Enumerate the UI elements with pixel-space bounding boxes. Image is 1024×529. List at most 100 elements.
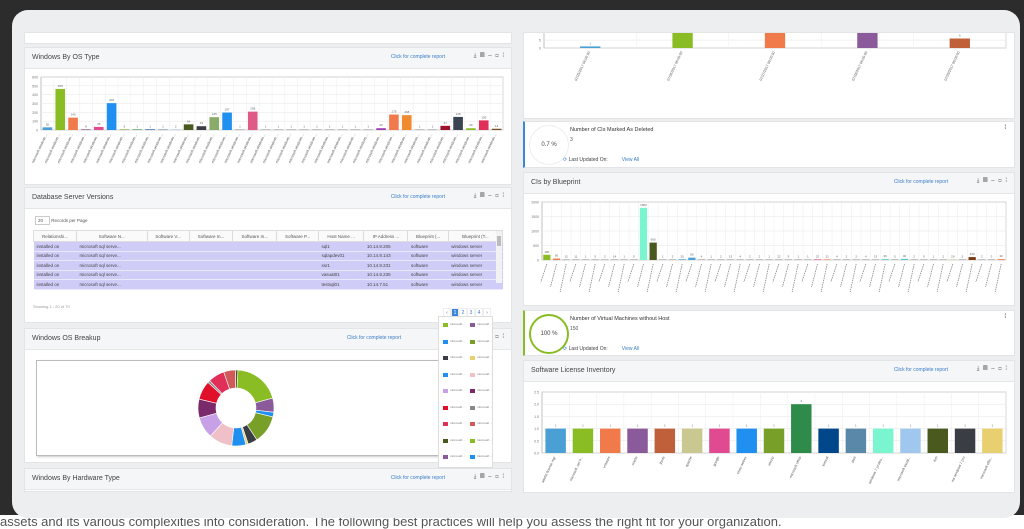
data-label: 1 — [355, 124, 357, 128]
panel-tools-icons[interactable]: ⤓ ▤ – ◻ ⁞ — [976, 178, 1008, 184]
data-label: 35 — [97, 122, 101, 126]
bar — [562, 259, 570, 260]
bar — [872, 428, 894, 453]
legend-label[interactable]: microsoft ... — [450, 454, 465, 458]
y-tick-label: 600 — [32, 76, 38, 80]
legend-label[interactable]: microsoft ... — [477, 404, 492, 409]
data-label: 13 — [729, 254, 733, 258]
x-tick-label-illegible — [936, 263, 944, 293]
column-header[interactable]: Relationshi... — [32, 230, 78, 242]
table-row[interactable]: installed on microsoft sql serve... ssr1 10… — [33, 260, 503, 271]
legend-swatch — [470, 372, 475, 377]
bar — [299, 129, 309, 130]
panel-tools-icons[interactable]: ⤓ ▤ – ◻ ⁞ — [976, 366, 1008, 372]
x-tick-label-illegible — [540, 263, 548, 283]
table-cell — [189, 260, 233, 271]
bar — [414, 129, 425, 130]
bar — [900, 428, 921, 453]
kebab-menu-icon[interactable]: ⁞ — [1004, 314, 1006, 320]
complete-report-link[interactable]: Click for complete report — [893, 179, 948, 185]
x-tick-label-illegible — [772, 263, 780, 283]
data-label: 100 — [970, 252, 975, 256]
table-row[interactable]: installed on microsoft sql serve... sql1 10… — [33, 241, 503, 252]
legend-label[interactable]: microsoft ... — [450, 338, 465, 343]
bar — [543, 254, 551, 260]
bar — [900, 258, 909, 260]
legend-swatch — [470, 339, 475, 344]
panel-tools-icons[interactable]: ⤓ ▤ – ◻ ⁞ — [473, 474, 505, 480]
bar — [881, 259, 889, 260]
view-all-link[interactable]: View All — [621, 157, 640, 163]
bar — [818, 428, 839, 453]
data-label: 1 — [303, 124, 305, 128]
bar — [987, 259, 996, 260]
legend-label[interactable]: microsoft ... — [450, 404, 465, 409]
kebab-menu-icon[interactable]: ⁞ — [1004, 125, 1006, 131]
data-label: 30 — [883, 254, 887, 258]
column-header[interactable]: Software N... — [76, 230, 148, 242]
page-size-select[interactable]: 20 — [35, 216, 51, 225]
table-cell — [276, 279, 319, 290]
complete-report-link[interactable]: Click for complete report — [390, 54, 445, 60]
legend-label[interactable]: microsoft ... — [450, 355, 465, 359]
data-label: 5 — [788, 254, 790, 258]
legend-label[interactable]: microsoft ... — [450, 371, 465, 376]
table-cell — [147, 270, 190, 280]
table-cell — [147, 260, 190, 271]
complete-report-link[interactable]: Click for complete report — [390, 194, 445, 200]
column-header[interactable]: Blueprint (... — [407, 230, 449, 242]
x-tick-label-illegible — [830, 263, 838, 283]
legend-label[interactable]: microsoft ... — [477, 371, 492, 376]
complete-report-link[interactable]: Click for complete report — [390, 475, 445, 481]
legend-label[interactable]: microsoft ... — [450, 322, 465, 326]
bar — [709, 428, 730, 453]
refresh-icon[interactable]: ⟳ — [563, 346, 568, 352]
table-row[interactable]: installed on microsoft sql serve... sqlapd… — [33, 251, 503, 261]
x-tick-label: microsoft offic... — [979, 456, 993, 480]
data-label: 1 — [719, 424, 721, 428]
x-tick-label-illegible — [714, 263, 722, 283]
column-header[interactable]: Blueprint (T... — [447, 230, 504, 242]
refresh-icon[interactable]: ⟳ — [563, 157, 568, 163]
legend-label[interactable]: microsoft ... — [477, 338, 492, 343]
y-tick-label: 2000 — [531, 201, 539, 205]
column-header[interactable]: Software In... — [232, 230, 278, 242]
table-row[interactable]: installed on microsoft sql serve... testsq… — [33, 279, 503, 290]
legend-label[interactable]: microsoft ... — [477, 437, 492, 442]
table-cell: installed on — [33, 241, 77, 252]
table-row[interactable]: installed on microsoft sql serve... vasuat… — [33, 270, 503, 280]
complete-report-link[interactable]: Click for complete report — [893, 367, 948, 373]
legend-label[interactable]: microsoft ... — [450, 388, 465, 392]
table-cell — [232, 260, 277, 271]
x-tick-label-illegible — [811, 263, 818, 288]
column-header[interactable]: Host Name ... — [317, 230, 365, 242]
view-all-link[interactable]: View All — [621, 346, 640, 352]
bar — [478, 120, 489, 130]
legend-label[interactable]: microsoft ... — [477, 454, 492, 458]
bar — [132, 129, 143, 130]
legend-label[interactable]: microsoft ... — [477, 388, 492, 392]
bar — [260, 129, 271, 130]
trend-bar-chart: 0 5 1 07/25/2017 06:00:00 07/26/2017 06:00:0… — [539, 28, 1007, 82]
legend-label[interactable]: microsoft ... — [477, 355, 492, 359]
x-tick-label-illegible — [946, 263, 954, 283]
bar — [337, 129, 348, 130]
complete-report-link[interactable]: Click for complete report — [346, 335, 401, 341]
table-cell — [232, 241, 277, 252]
data-label: 140 — [71, 113, 76, 117]
panel-tools-icons[interactable]: ⤓ ▤ – ◻ ⁞ — [473, 193, 505, 199]
legend-label[interactable]: microsoft ... — [450, 437, 465, 442]
table-scrollbar[interactable] — [496, 231, 502, 283]
panel-tools-icons[interactable]: ⤓ ▤ – ◻ ⁞ — [473, 53, 505, 59]
legend-label[interactable]: microsoft ... — [477, 421, 492, 425]
column-header[interactable]: Software V... — [146, 230, 190, 242]
x-tick-label-illegible — [956, 263, 963, 288]
legend-label[interactable]: microsoft ... — [477, 322, 492, 326]
table-cell: installed on — [33, 260, 77, 271]
x-tick-label-illegible — [753, 263, 760, 288]
column-header[interactable]: Software P... — [276, 230, 319, 242]
column-header[interactable]: IP Address ... — [363, 230, 409, 242]
y-tick-label: 1.0 — [534, 427, 539, 431]
column-header[interactable]: Software In... — [188, 230, 234, 242]
legend-label[interactable]: microsoft ... — [450, 421, 465, 425]
